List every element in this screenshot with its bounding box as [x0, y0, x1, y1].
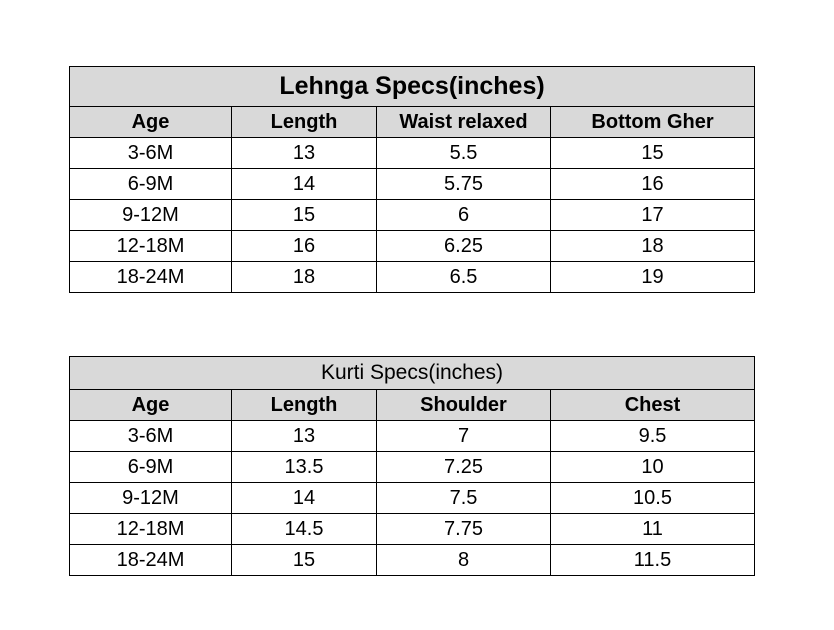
- column-header: Shoulder: [376, 389, 551, 421]
- cell: 7.5: [376, 482, 551, 514]
- column-header: Bottom Gher: [549, 106, 756, 138]
- spec-table: Kurti Specs(inches) Age Length Shoulder Ches…: [68, 356, 756, 576]
- cell: 19: [549, 261, 756, 293]
- table-title: Kurti Specs(inches): [68, 356, 756, 390]
- data-row: 12-18M 16 6.25 18: [69, 230, 756, 262]
- data-row: 9-12M 14 7.5 10.5: [69, 482, 756, 514]
- cell: 6: [376, 199, 551, 231]
- cell: 16: [549, 168, 756, 200]
- cell: 11: [549, 513, 756, 545]
- title-row: Lehnga Specs(inches): [68, 66, 756, 107]
- table-title: Lehnga Specs(inches): [68, 66, 756, 107]
- data-row: 18-24M 18 6.5 19: [69, 261, 756, 293]
- column-header: Chest: [549, 389, 756, 421]
- column-header: Length: [231, 106, 377, 138]
- cell: 6.25: [376, 230, 551, 262]
- data-row: 12-18M 14.5 7.75 11: [69, 513, 756, 545]
- cell: 14: [231, 168, 377, 200]
- cell: 6.5: [376, 261, 551, 293]
- cell: 17: [549, 199, 756, 231]
- cell: 18: [549, 230, 756, 262]
- cell: 14.5: [231, 513, 377, 545]
- cell: 18-24M: [69, 261, 232, 293]
- cell: 13: [231, 420, 377, 452]
- data-row: 3-6M 13 7 9.5: [69, 420, 756, 452]
- cell: 13: [231, 137, 377, 169]
- cell: 13.5: [231, 451, 377, 483]
- cell: 18: [231, 261, 377, 293]
- data-row: 9-12M 15 6 17: [69, 199, 756, 231]
- cell: 3-6M: [69, 420, 232, 452]
- cell: 9.5: [549, 420, 756, 452]
- cell: 15: [231, 199, 377, 231]
- cell: 12-18M: [69, 230, 232, 262]
- cell: 9-12M: [69, 482, 232, 514]
- cell: 10: [549, 451, 756, 483]
- data-row: 3-6M 13 5.5 15: [69, 137, 756, 169]
- data-row: 18-24M 15 8 11.5: [69, 544, 756, 576]
- spec-table: Lehnga Specs(inches) Age Length Waist relax…: [68, 66, 756, 293]
- cell: 16: [231, 230, 377, 262]
- column-header: Age: [69, 106, 232, 138]
- column-header: Age: [69, 389, 232, 421]
- header-row: Age Length Waist relaxed Bottom Gher: [69, 106, 756, 138]
- data-row: 6-9M 13.5 7.25 10: [69, 451, 756, 483]
- cell: 6-9M: [69, 451, 232, 483]
- cell: 15: [549, 137, 756, 169]
- cell: 10.5: [549, 482, 756, 514]
- cell: 9-12M: [69, 199, 232, 231]
- cell: 11.5: [549, 544, 756, 576]
- cell: 3-6M: [69, 137, 232, 169]
- cell: 5.75: [376, 168, 551, 200]
- cell: 8: [376, 544, 551, 576]
- cell: 5.5: [376, 137, 551, 169]
- cell: 14: [231, 482, 377, 514]
- data-row: 6-9M 14 5.75 16: [69, 168, 756, 200]
- title-row: Kurti Specs(inches): [68, 356, 756, 390]
- cell: 15: [231, 544, 377, 576]
- column-header: Length: [231, 389, 377, 421]
- cell: 7: [376, 420, 551, 452]
- column-header: Waist relaxed: [376, 106, 551, 138]
- cell: 7.75: [376, 513, 551, 545]
- cell: 7.25: [376, 451, 551, 483]
- cell: 18-24M: [69, 544, 232, 576]
- cell: 6-9M: [69, 168, 232, 200]
- header-row: Age Length Shoulder Chest: [69, 389, 756, 421]
- cell: 12-18M: [69, 513, 232, 545]
